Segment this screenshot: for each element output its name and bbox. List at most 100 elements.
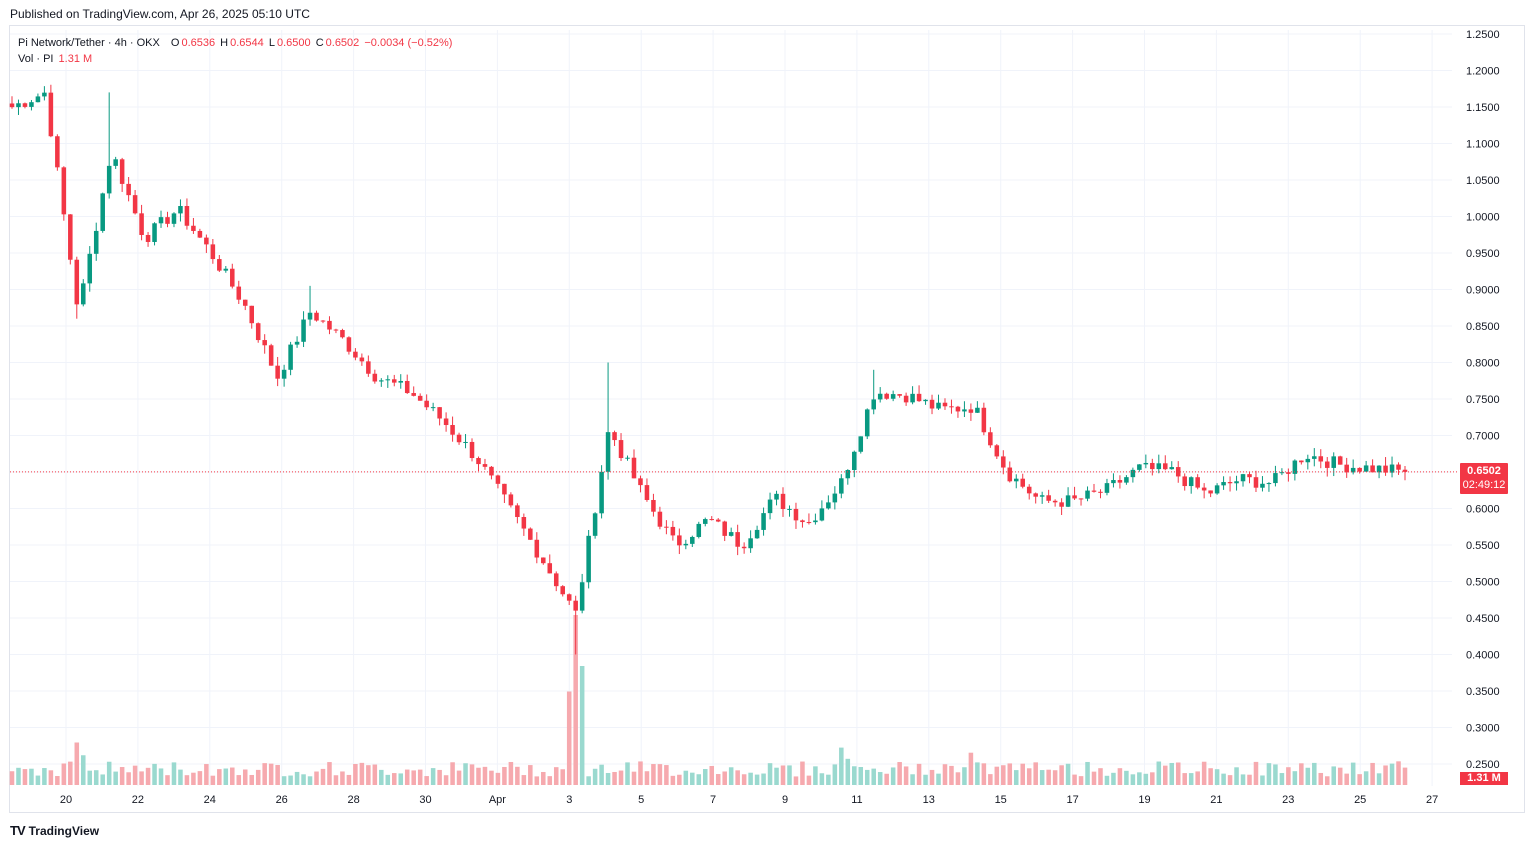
candle-body <box>482 464 488 467</box>
volume-bar <box>301 774 306 785</box>
candle-body <box>1150 462 1155 470</box>
candle-body <box>353 351 358 358</box>
volume-bar <box>839 747 844 785</box>
volume-bar <box>826 774 831 785</box>
candle-body <box>22 103 28 107</box>
volume-label[interactable]: Vol · PI <box>18 53 54 65</box>
volume-bar <box>1137 772 1142 785</box>
footer[interactable]: TV TradingView <box>10 823 99 838</box>
y-tick-label: 1.1500 <box>1466 102 1500 114</box>
volume-bar <box>424 776 429 785</box>
volume-bar <box>631 771 637 785</box>
volume-bar <box>936 773 941 785</box>
candle-body <box>320 320 326 322</box>
candle-body <box>398 380 404 383</box>
candle-body <box>158 217 164 224</box>
candle-body <box>767 499 773 514</box>
volume-bar <box>1253 761 1259 785</box>
y-tick-label: 0.8000 <box>1466 358 1500 370</box>
volume-bar <box>670 775 676 785</box>
volume-bar <box>813 766 818 785</box>
candle-body <box>301 319 306 342</box>
volume-bar <box>579 666 585 785</box>
volume-bar <box>690 772 695 785</box>
volume-bar <box>145 767 151 785</box>
volume-bar <box>528 765 533 785</box>
x-tick-label: 25 <box>1354 794 1366 806</box>
volume-bar <box>677 774 682 785</box>
candle-body <box>670 526 676 536</box>
volume-bar <box>391 773 397 785</box>
candle-body <box>1188 477 1194 487</box>
volume-bar <box>417 769 423 785</box>
candle-body <box>340 330 345 338</box>
volume-bar <box>1208 768 1213 785</box>
open-label: O <box>170 37 180 49</box>
volume-bar <box>1143 773 1149 785</box>
candle-body <box>1370 465 1375 473</box>
candle-body <box>346 337 352 352</box>
candle-body <box>955 406 961 412</box>
candle-body <box>152 223 157 242</box>
candle-body <box>495 475 501 484</box>
volume-bar <box>994 766 1000 785</box>
volume-bar <box>1266 763 1272 785</box>
volume-bar <box>702 769 708 785</box>
volume-bar <box>683 770 689 785</box>
candle-body <box>709 519 715 521</box>
volume-bar <box>197 771 203 785</box>
candle-body <box>534 539 540 558</box>
candle-body <box>197 230 203 238</box>
volume-bar <box>1396 761 1401 785</box>
chart-frame <box>9 25 1525 813</box>
volume-bar <box>806 775 812 785</box>
candle-body <box>119 159 125 184</box>
candle-body <box>1266 483 1272 485</box>
volume-bar <box>1033 762 1038 785</box>
candle-body <box>29 102 34 107</box>
candle-body <box>230 268 235 287</box>
volume-bar <box>1402 767 1408 785</box>
candle-body <box>81 283 86 305</box>
volume-bar <box>962 767 967 785</box>
footer-brand: TradingView <box>28 823 100 838</box>
candle-body <box>890 394 896 399</box>
candle-body <box>573 600 578 611</box>
published-note: Published on TradingView.com, Apr 26, 20… <box>10 7 310 21</box>
volume-bar <box>735 770 740 785</box>
volume-bar <box>715 774 721 785</box>
volume-bar <box>1331 766 1336 785</box>
x-tick-label: 13 <box>923 794 935 806</box>
volume-bar <box>1247 774 1252 785</box>
volume-bar <box>774 767 779 785</box>
candle-body <box>761 513 766 530</box>
volume-value: 1.31 M <box>58 53 93 65</box>
volume-bar <box>1201 761 1207 785</box>
candle-body <box>1240 474 1246 482</box>
candle-body <box>962 409 967 412</box>
volume-bar <box>74 742 80 785</box>
candle-body <box>800 520 805 523</box>
candle-body <box>683 543 689 546</box>
candle-body <box>366 361 371 374</box>
candle-body <box>864 409 870 437</box>
volume-bar <box>1292 771 1298 785</box>
candle-body <box>780 493 786 510</box>
volume-bar <box>68 761 73 785</box>
volume-bar <box>871 768 876 785</box>
candle-body <box>210 244 216 260</box>
x-tick-label: 24 <box>204 794 216 806</box>
candle-body <box>929 399 935 409</box>
volume-bar <box>346 774 352 785</box>
candle-body <box>288 344 293 370</box>
volume-bar <box>599 764 604 785</box>
volume-bar <box>1221 773 1226 785</box>
candle-body <box>936 402 941 409</box>
x-tick-label: 5 <box>638 794 644 806</box>
candle-body <box>236 286 242 300</box>
symbol-label[interactable]: Pi Network/Tether · 4h · OKX <box>18 37 160 49</box>
volume-bar <box>1039 770 1045 785</box>
candle-body <box>35 96 41 103</box>
candle-body <box>1065 495 1071 507</box>
